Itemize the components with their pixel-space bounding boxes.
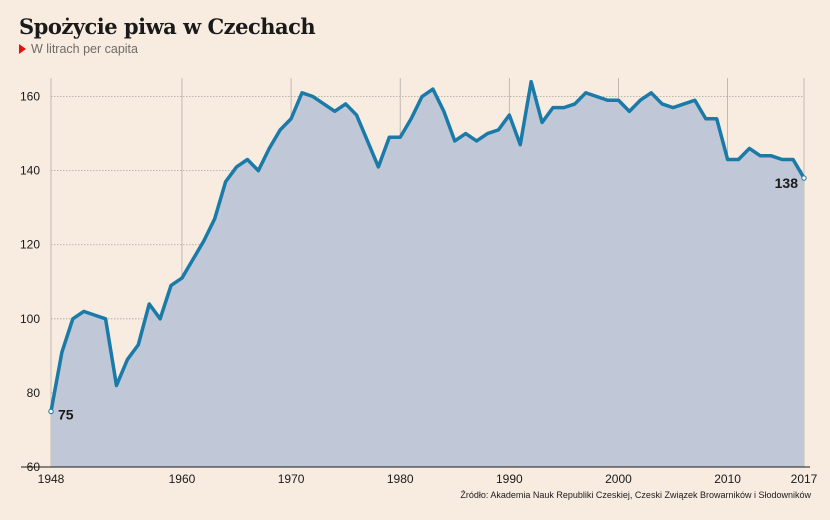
y-tick-label: 140 (20, 164, 40, 178)
x-tick-label: 2000 (605, 472, 632, 486)
chart-subtitle: W litrach per capita (19, 42, 138, 56)
endpoint-marker (801, 175, 807, 181)
endpoint-marker (48, 408, 54, 415)
source-note: Źródło: Akademia Nauk Republiki Czeskiej… (460, 490, 811, 500)
y-tick-label: 160 (20, 90, 40, 104)
y-tick-label: 100 (20, 312, 40, 326)
triangle-marker-icon (19, 44, 26, 54)
x-tick-label: 1990 (496, 472, 523, 486)
y-tick-label: 60 (27, 460, 41, 474)
x-tick-label: 1980 (387, 472, 414, 486)
x-tick-label: 1948 (38, 472, 65, 486)
area-fill (51, 81, 804, 467)
y-tick-label: 120 (20, 238, 40, 252)
x-tick-label: 2010 (714, 472, 741, 486)
data-label: 138 (775, 175, 799, 191)
data-label: 75 (58, 406, 74, 422)
x-tick-label: 2017 (791, 472, 818, 486)
subtitle-text: W litrach per capita (31, 42, 138, 56)
x-tick-label: 1970 (278, 472, 305, 486)
x-tick-label: 1960 (169, 472, 196, 486)
series-line (49, 79, 806, 414)
y-tick-label: 80 (27, 386, 41, 400)
chart-title: Spożycie piwa w Czechach (19, 14, 316, 39)
